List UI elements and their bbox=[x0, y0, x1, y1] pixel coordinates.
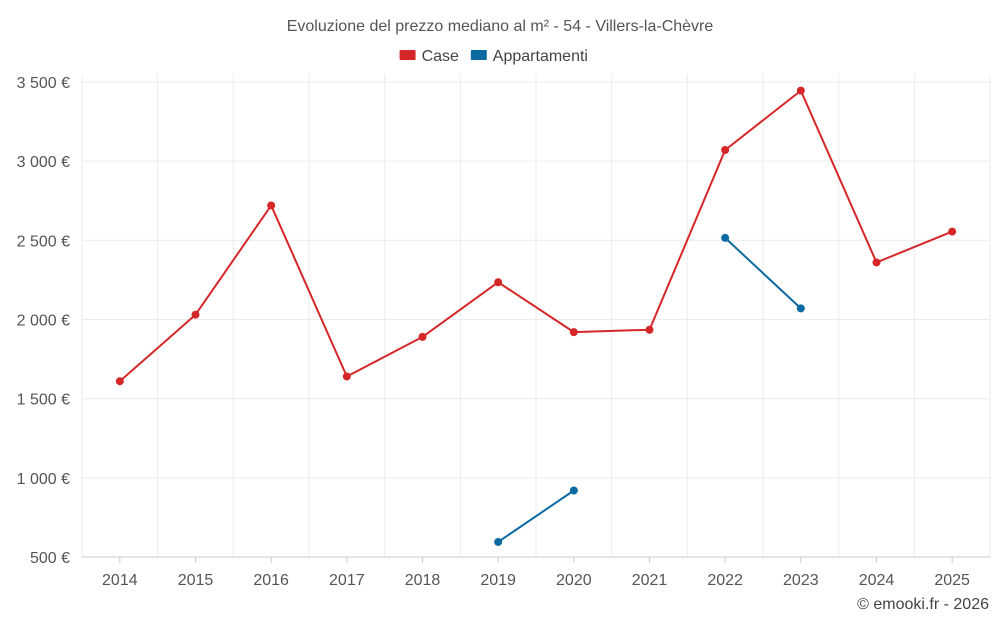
y-tick-label: 2 500 € bbox=[17, 233, 70, 250]
x-tick-label: 2017 bbox=[329, 572, 365, 589]
x-tick-label: 2024 bbox=[859, 572, 895, 589]
x-tick-label: 2021 bbox=[632, 572, 668, 589]
data-point bbox=[872, 258, 881, 267]
y-tick-label: 500 € bbox=[30, 550, 70, 567]
x-tick-label: 2023 bbox=[783, 572, 819, 589]
x-tick-label: 2015 bbox=[178, 572, 214, 589]
series-case bbox=[115, 86, 957, 386]
data-point bbox=[569, 328, 578, 337]
data-point bbox=[342, 372, 351, 381]
x-tick-label: 2025 bbox=[934, 572, 970, 589]
x-tick-label: 2022 bbox=[707, 572, 743, 589]
legend-label: Case bbox=[422, 48, 459, 65]
y-tick-label: 3 000 € bbox=[17, 154, 70, 171]
data-point bbox=[721, 146, 730, 155]
legend-swatch bbox=[470, 50, 487, 60]
y-tick-label: 2 000 € bbox=[17, 312, 70, 329]
x-tick-label: 2016 bbox=[253, 572, 289, 589]
series-layer bbox=[115, 86, 957, 546]
legend: Case Appartamenti bbox=[399, 48, 588, 65]
y-tick-label: 1 000 € bbox=[17, 471, 70, 488]
chart-title: Evoluzione del prezzo mediano al m² - 54… bbox=[287, 18, 714, 35]
data-point bbox=[948, 227, 957, 236]
series-line bbox=[119, 89, 953, 382]
data-point bbox=[796, 86, 805, 95]
series-appartamenti bbox=[494, 233, 805, 546]
axes: 500 € 1 000 € 1 500 € 2 000 € 2 500 € 3 000 €… bbox=[17, 75, 990, 589]
data-point bbox=[191, 310, 200, 319]
legend-item: Case bbox=[399, 48, 459, 65]
x-tick-label: 2020 bbox=[556, 572, 592, 589]
data-point bbox=[418, 332, 427, 341]
legend-swatch bbox=[399, 50, 416, 60]
data-point bbox=[721, 233, 730, 242]
x-tick-label: 2019 bbox=[480, 572, 516, 589]
data-point bbox=[569, 486, 578, 495]
series-line bbox=[724, 237, 802, 310]
grid bbox=[81, 74, 991, 558]
x-tick-label: 2014 bbox=[102, 572, 138, 589]
series-line bbox=[497, 489, 575, 543]
x-tick-label: 2018 bbox=[405, 572, 441, 589]
legend-label: Appartamenti bbox=[493, 48, 588, 65]
data-point bbox=[796, 304, 805, 313]
data-point bbox=[267, 201, 276, 210]
credit-text: © emooki.fr - 2026 bbox=[857, 596, 989, 613]
data-point bbox=[494, 537, 503, 546]
data-point bbox=[494, 278, 503, 287]
y-tick-label: 1 500 € bbox=[17, 392, 70, 409]
legend-item: Appartamenti bbox=[470, 48, 588, 65]
y-tick-label: 3 500 € bbox=[17, 75, 70, 92]
data-point bbox=[645, 325, 654, 334]
data-point bbox=[115, 377, 124, 386]
